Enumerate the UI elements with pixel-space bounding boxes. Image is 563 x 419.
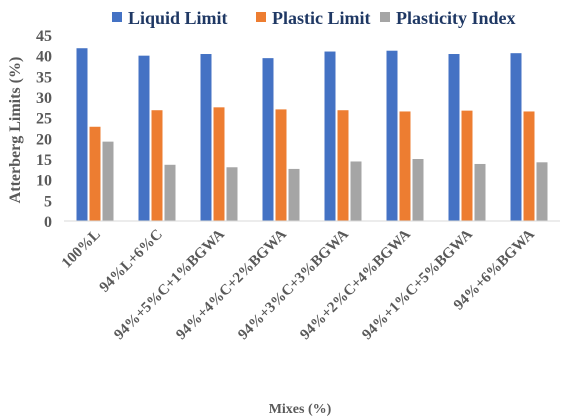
bar [138,55,150,221]
x-tick-label: 94%+1%C+5%BGWA [359,226,476,343]
y-tick-label: 15 [36,152,52,169]
legend-label: Plastic Limit [272,8,370,28]
bar [151,110,163,221]
y-axis: 0 5 10 15 20 25 30 35 40 45 [36,28,52,231]
bar [89,126,101,221]
bar [337,110,349,221]
y-tick-label: 40 [36,49,52,66]
bar [412,159,424,221]
legend-swatch [112,12,122,22]
y-tick-label: 0 [44,214,52,231]
x-axis-title: Mixes (%) [269,402,332,417]
x-tick-label: 94%+3%C+3%BGWA [235,226,352,343]
bar [474,163,486,221]
y-tick-label: 10 [36,173,52,190]
bar [461,110,473,221]
legend: Liquid Limit Plastic Limit Plasticity Inde… [112,8,516,28]
y-tick-label: 5 [44,193,52,210]
bar [510,53,522,221]
legend-label: Liquid Limit [128,8,228,28]
y-tick-label: 35 [36,69,52,86]
x-tick-label: 100%L [59,227,104,272]
bar [262,58,274,221]
bar [386,50,398,221]
bar [76,48,88,221]
bar [200,54,212,221]
bar [213,107,225,221]
legend-swatch [256,12,266,22]
x-axis: 100%L94%L+6%C94%+5%C+1%BGWA94%+4%C+2%BGW… [59,220,560,343]
bar [288,168,300,221]
bar [275,109,287,221]
bar [164,164,176,221]
x-tick-label: 94%+2%C+4%BGWA [297,226,414,343]
bar [399,111,411,221]
x-tick-label: 94%+4%C+2%BGWA [173,226,290,343]
y-tick-label: 45 [36,28,52,45]
x-tick-label: 94%L+6%C [97,227,166,296]
x-tick-label: 94%+5%C+1%BGWA [111,226,228,343]
y-tick-label: 25 [36,111,52,128]
bar [226,167,238,221]
y-tick-label: 30 [36,90,52,107]
bar [324,51,336,222]
bar [523,111,535,221]
y-axis-title: Atterberg Limits (%) [7,57,24,204]
bars [76,48,548,222]
bar [350,161,362,221]
bar [536,162,548,221]
y-tick-label: 20 [36,131,52,148]
legend-label: Plasticity Index [396,8,516,28]
bar [102,141,114,221]
bar [448,54,460,221]
legend-swatch [380,12,390,22]
